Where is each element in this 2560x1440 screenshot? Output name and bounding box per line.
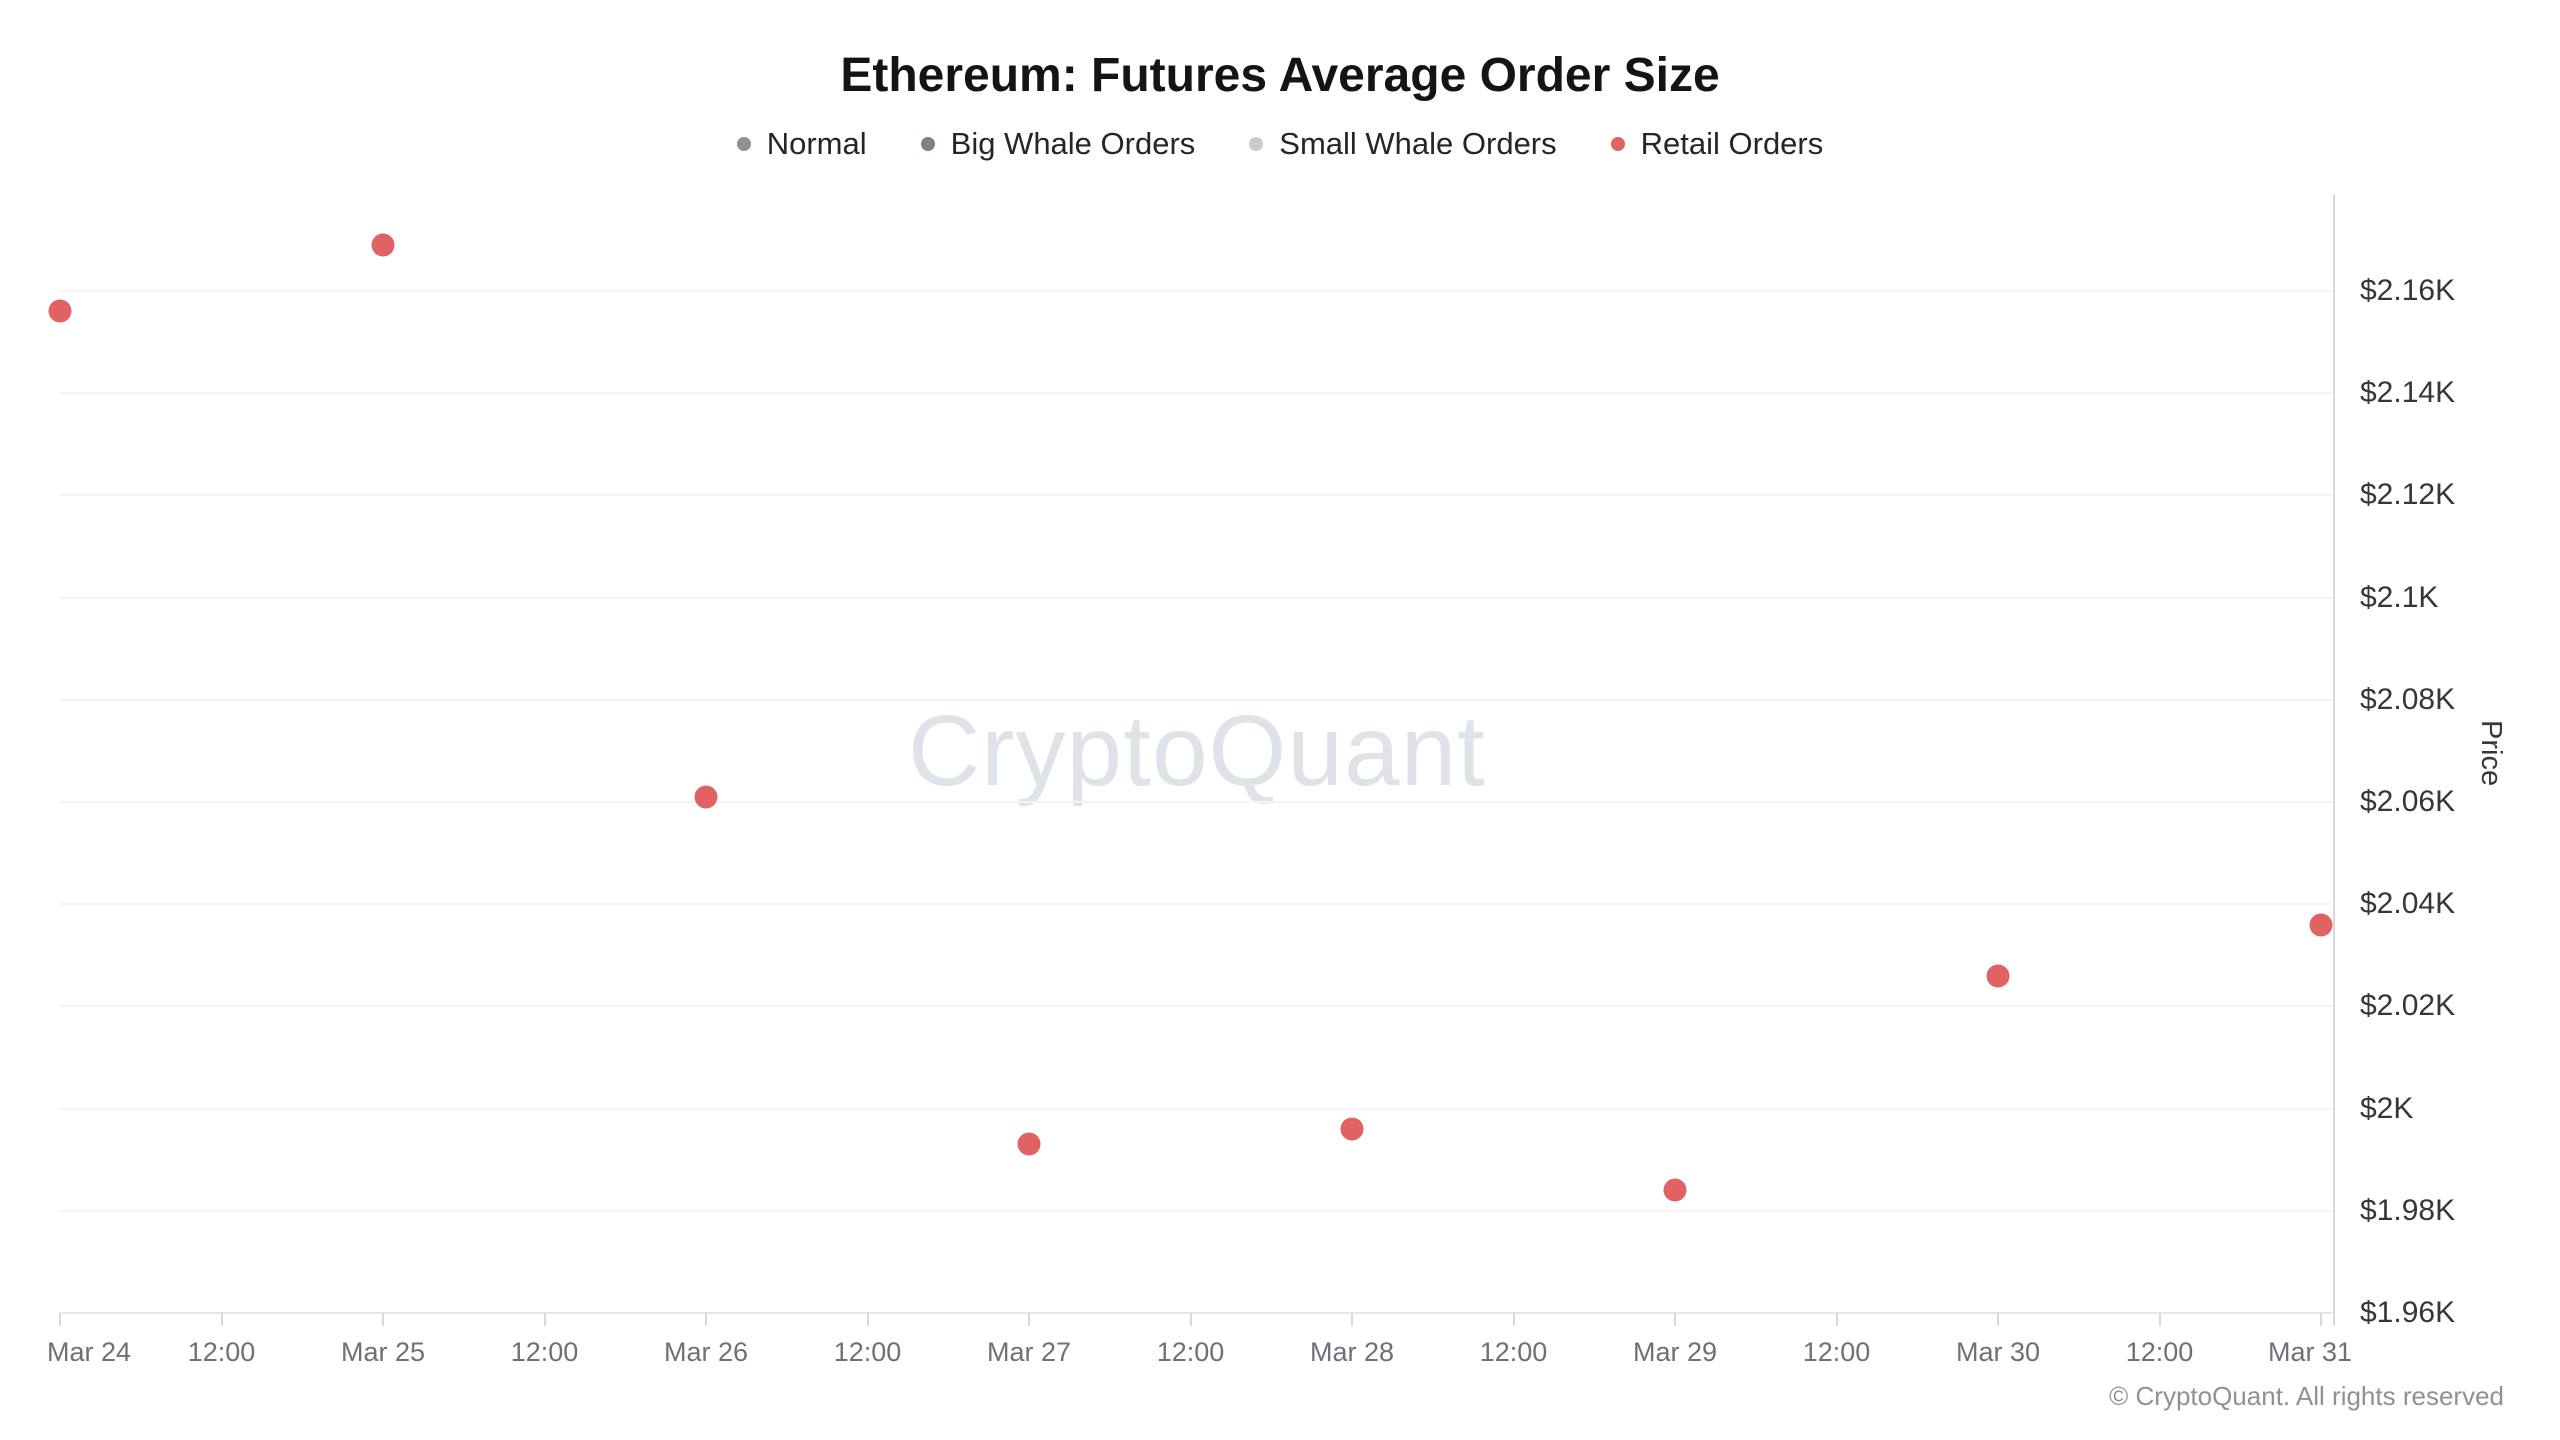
x-tick-label-mar-31: Mar 31 xyxy=(2267,1337,2353,1367)
y-tick-label-2080: $2.08K xyxy=(2360,682,2456,716)
gridline-2160 xyxy=(60,290,2334,292)
x-tick-mark-13 xyxy=(2158,1313,2161,1326)
x-tick-label-12-00: 12:00 xyxy=(1802,1337,1871,1367)
gridline-2040 xyxy=(60,903,2334,906)
y-axis-line xyxy=(2333,195,2335,1326)
data-point-mar-31[interactable] xyxy=(2309,913,2333,937)
y-tick-label-2160: $2.16K xyxy=(2360,274,2456,307)
x-tick-mark-14 xyxy=(2320,1313,2322,1326)
x-tick-label-12-00: 12:00 xyxy=(833,1337,902,1367)
x-tick-mark-8 xyxy=(1351,1313,1353,1326)
data-point-mar-24[interactable] xyxy=(48,299,72,323)
y-axis-title: Price xyxy=(2475,720,2507,787)
x-tick-mark-0 xyxy=(59,1313,61,1326)
x-tick-label-mar-26: Mar 26 xyxy=(663,1337,749,1367)
gridline-2020 xyxy=(60,1005,2334,1008)
legend-item-small-whale-orders[interactable]: Small Whale Orders xyxy=(1249,126,1557,162)
legend-marker-small-whale-icon xyxy=(1249,137,1264,151)
data-point-mar-29[interactable] xyxy=(1663,1178,1687,1202)
y-tick-label-2000: $2K xyxy=(2360,1091,2414,1125)
x-tick-mark-5 xyxy=(866,1313,869,1326)
gridline-2120 xyxy=(60,494,2334,497)
x-tick-mark-6 xyxy=(1028,1313,1030,1326)
x-tick-mark-7 xyxy=(1189,1313,1192,1326)
legend-marker-normal-icon xyxy=(736,137,751,151)
y-tick-label-2060: $2.06K xyxy=(2360,785,2456,818)
x-tick-mark-9 xyxy=(1512,1313,1515,1326)
x-tick-label-12-00: 12:00 xyxy=(510,1337,579,1367)
x-tick-label-12-00: 12:00 xyxy=(1156,1337,1225,1367)
gridline-2100 xyxy=(60,596,2334,599)
y-tick-label-1960: $1.96K xyxy=(2360,1296,2456,1329)
gridline-2140 xyxy=(60,392,2334,395)
gridline-2000 xyxy=(60,1107,2334,1110)
x-tick-label-mar-29: Mar 29 xyxy=(1632,1337,1718,1367)
x-tick-mark-2 xyxy=(382,1313,384,1326)
x-tick-mark-10 xyxy=(1674,1313,1676,1326)
x-tick-label-mar-25: Mar 25 xyxy=(340,1337,426,1367)
data-point-mar-25[interactable] xyxy=(371,233,395,257)
legend: Normal Big Whale Orders Small Whale Orde… xyxy=(0,126,2560,162)
x-tick-mark-12 xyxy=(1997,1313,1999,1326)
chart-title: Ethereum: Futures Average Order Size xyxy=(840,49,1720,102)
x-tick-mark-11 xyxy=(1835,1313,1838,1326)
y-tick-label-2100: $2.1K xyxy=(2360,580,2439,614)
gridline-2060 xyxy=(60,801,2334,803)
x-tick-label-12-00: 12:00 xyxy=(187,1337,256,1367)
x-tick-label-12-00: 12:00 xyxy=(1479,1337,1548,1367)
y-tick-label-1980: $1.98K xyxy=(2360,1193,2456,1227)
gridline-2080 xyxy=(60,698,2334,701)
y-tick-label-2020: $2.02K xyxy=(2360,989,2456,1023)
legend-item-normal[interactable]: Normal xyxy=(736,126,867,162)
legend-marker-retail-icon xyxy=(1610,137,1625,151)
legend-label-retail: Retail Orders xyxy=(1640,126,1824,161)
x-tick-label-mar-24: Mar 24 xyxy=(46,1337,132,1367)
x-tick-label-mar-30: Mar 30 xyxy=(1955,1337,2041,1367)
legend-item-retail-orders[interactable]: Retail Orders xyxy=(1610,126,1824,162)
data-point-mar-30[interactable] xyxy=(1986,964,2010,988)
data-point-mar-28[interactable] xyxy=(1340,1117,1364,1141)
y-tick-label-2040: $2.04K xyxy=(2360,887,2456,921)
x-tick-label-mar-28: Mar 28 xyxy=(1309,1337,1395,1367)
legend-marker-big-whale-icon xyxy=(920,137,935,151)
x-tick-label-mar-27: Mar 27 xyxy=(986,1337,1072,1367)
x-tick-mark-4 xyxy=(705,1313,707,1326)
x-tick-mark-3 xyxy=(543,1313,546,1326)
copyright: © CryptoQuant. All rights reserved xyxy=(2109,1381,2504,1411)
data-point-mar-27[interactable] xyxy=(1017,1132,1041,1156)
legend-item-big-whale-orders[interactable]: Big Whale Orders xyxy=(920,126,1196,162)
gridline-1980 xyxy=(60,1209,2334,1212)
x-tick-mark-1 xyxy=(220,1313,223,1326)
data-point-mar-26[interactable] xyxy=(694,785,718,809)
x-axis-line xyxy=(59,1312,2334,1314)
watermark: CryptoQuant xyxy=(908,694,1486,807)
y-tick-label-2140: $2.14K xyxy=(2360,376,2456,410)
x-tick-label-12-00: 12:00 xyxy=(2125,1337,2194,1367)
legend-label-normal: Normal xyxy=(766,126,867,161)
legend-label-big-whale: Big Whale Orders xyxy=(950,126,1196,161)
legend-label-small-whale: Small Whale Orders xyxy=(1279,126,1557,161)
y-tick-label-2120: $2.12K xyxy=(2360,478,2456,512)
